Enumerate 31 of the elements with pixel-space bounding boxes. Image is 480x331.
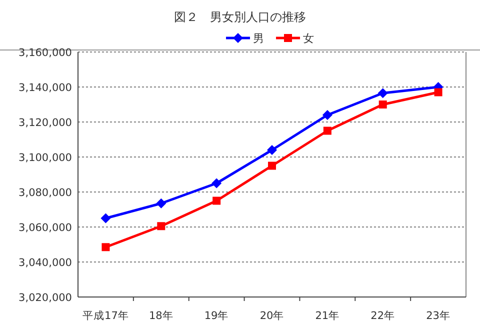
y-tick-label: 3,020,000: [18, 292, 72, 304]
y-tick-label: 3,100,000: [18, 152, 72, 164]
point: [322, 110, 332, 120]
point: [434, 88, 442, 96]
x-tick-label: 23年: [426, 310, 450, 322]
x-tick-label: 20年: [260, 310, 284, 322]
point: [102, 243, 110, 252]
y-tick-label: 3,120,000: [18, 117, 72, 129]
x-tick-label: 平成17年: [82, 309, 129, 322]
y-tick-label: 3,140,000: [18, 82, 72, 94]
point: [267, 145, 277, 155]
point: [378, 100, 387, 108]
point: [156, 198, 166, 208]
x-tick-label: 19年: [204, 310, 229, 322]
y-tick-label: 3,160,000: [18, 47, 72, 59]
point: [100, 213, 111, 224]
x-tick-label: 21年: [315, 310, 340, 322]
point: [212, 196, 221, 205]
y-tick-label: 3,040,000: [18, 257, 72, 269]
y-tick-label: 3,080,000: [18, 187, 72, 199]
point: [323, 126, 332, 135]
chart-title: 図２ 男女別人口の推移: [174, 10, 306, 24]
y-tick-label: 3,060,000: [18, 222, 72, 234]
legend-label: 男: [253, 32, 264, 45]
legend-label: 女: [303, 32, 314, 45]
point: [268, 162, 276, 170]
point: [157, 222, 166, 230]
point: [378, 88, 388, 98]
point: [212, 178, 222, 188]
x-tick-label: 22年: [370, 310, 396, 322]
x-tick-label: 18年: [148, 310, 174, 322]
